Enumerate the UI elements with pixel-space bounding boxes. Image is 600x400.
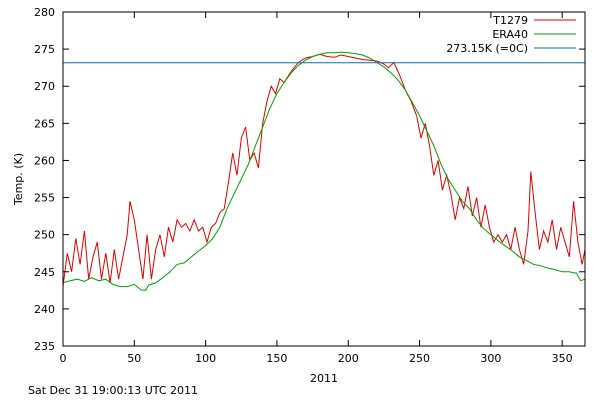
legend-label-0: T1279	[492, 14, 528, 27]
x-tick-label: 150	[266, 352, 287, 365]
axis-ticks: 0 50 100 150 200 250 300 350 235 240 245 250 255 260 2…	[34, 6, 585, 365]
series-line-1	[62, 51, 586, 291]
y-tick-label: 250	[34, 229, 55, 242]
timestamp-footer: Sat Dec 31 19:00:13 UTC 2011	[28, 384, 199, 397]
y-tick-label: 245	[34, 266, 55, 279]
y-tick-label: 265	[34, 117, 55, 130]
x-tick-label: 100	[195, 352, 216, 365]
x-tick-label: 200	[338, 352, 359, 365]
x-tick-label: 350	[552, 352, 573, 365]
plot-area	[62, 51, 586, 291]
y-axis-label: Temp. (K)	[12, 153, 25, 206]
x-tick-label: 0	[60, 352, 67, 365]
x-tick-label: 50	[127, 352, 141, 365]
x-axis-label: 2011	[310, 372, 338, 385]
series-line-0	[62, 53, 586, 287]
plot-frame	[62, 11, 586, 347]
y-tick-label: 270	[34, 80, 55, 93]
x-tick-label: 250	[409, 352, 430, 365]
x-tick-label: 300	[480, 352, 501, 365]
y-tick-label: 255	[34, 192, 55, 205]
y-tick-label: 240	[34, 303, 55, 316]
y-tick-label: 275	[34, 43, 55, 56]
legend-label-2: 273.15K (=0C)	[446, 42, 528, 55]
y-tick-label: 235	[34, 340, 55, 353]
y-tick-label: 280	[34, 6, 55, 19]
legend-label-1: ERA40	[492, 28, 528, 41]
y-tick-label: 260	[34, 154, 55, 167]
